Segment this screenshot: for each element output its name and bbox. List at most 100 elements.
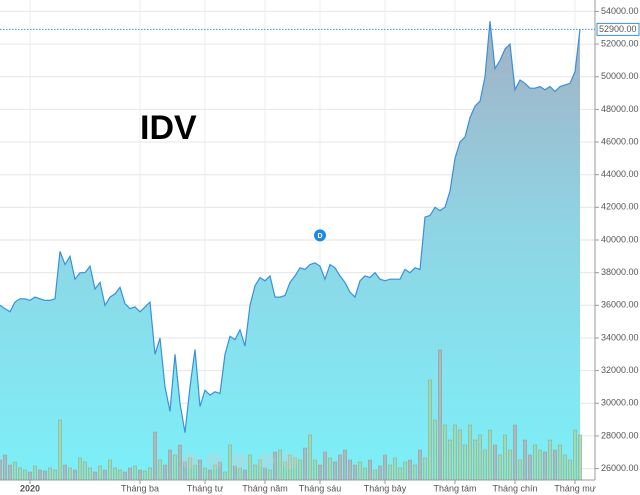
nav-buttons[interactable] xyxy=(182,453,298,469)
y-tick-label: 32000.00 xyxy=(601,365,639,375)
nav-button[interactable] xyxy=(282,453,298,469)
volume-bar xyxy=(488,429,493,481)
volume-bar xyxy=(343,449,348,481)
volume-bar xyxy=(548,439,553,481)
volume-bar xyxy=(328,457,333,481)
volume-bar xyxy=(563,454,568,481)
volume-bar xyxy=(388,464,393,481)
volume-bar xyxy=(237,467,242,481)
volume-bar xyxy=(338,454,343,481)
volume-bar xyxy=(458,429,463,481)
volume-bar xyxy=(67,467,72,481)
volume-bar xyxy=(483,449,488,481)
volume-bar xyxy=(263,467,268,481)
volume-bar xyxy=(498,454,503,481)
volume-bar xyxy=(398,467,403,481)
volume-bar xyxy=(408,459,413,481)
volume-bar xyxy=(313,459,318,481)
volume-bar xyxy=(513,424,518,481)
volume-bar xyxy=(162,464,167,481)
volume-bar xyxy=(493,444,498,481)
volume-bar xyxy=(122,471,127,481)
volume-bar xyxy=(12,461,17,481)
volume-bar xyxy=(443,424,448,481)
volume-bar xyxy=(298,459,303,481)
volume-bar xyxy=(333,461,338,481)
volume-bar xyxy=(378,465,383,481)
volume-bar xyxy=(82,461,87,481)
volume-bar xyxy=(77,457,82,481)
y-tick-label: 44000.00 xyxy=(601,169,639,179)
area xyxy=(0,21,580,480)
volume-bar xyxy=(318,464,323,481)
volume-bar xyxy=(518,459,523,481)
volume-bar xyxy=(112,467,117,481)
volume-bar xyxy=(38,469,43,481)
nav-button[interactable] xyxy=(182,453,198,469)
volume-bar xyxy=(117,469,122,481)
volume-bar xyxy=(413,464,418,481)
y-tick-label: 40000.00 xyxy=(601,234,639,244)
y-tick-label: 42000.00 xyxy=(601,202,639,212)
volume-bar xyxy=(418,449,423,481)
y-tick-label: 36000.00 xyxy=(601,300,639,310)
x-tick-label: Tháng năm xyxy=(242,483,288,493)
x-tick-label: Tháng ba xyxy=(121,483,159,493)
volume-bar xyxy=(23,469,28,481)
volume-bar xyxy=(303,447,308,481)
volume-bar xyxy=(463,444,468,481)
volume-bar xyxy=(533,444,538,481)
volume-bar xyxy=(242,469,247,481)
volume-bar xyxy=(132,465,137,481)
volume-bar xyxy=(127,467,132,481)
volume-bar xyxy=(448,439,453,481)
y-tick-label: 50000.00 xyxy=(601,71,639,81)
volume-bar xyxy=(137,469,142,481)
volume-bar xyxy=(18,467,23,481)
volume-bar xyxy=(543,451,548,481)
volume-bar xyxy=(268,469,273,481)
volume-bar xyxy=(252,464,257,481)
volume-bar xyxy=(87,467,92,481)
volume-bar xyxy=(273,451,278,481)
volume-bar xyxy=(523,439,528,481)
volume-bar xyxy=(478,434,483,481)
volume-bar xyxy=(33,465,38,481)
volume-bar xyxy=(358,461,363,481)
volume-bar xyxy=(43,470,48,481)
nav-button[interactable] xyxy=(232,453,248,469)
price-line xyxy=(0,21,581,433)
volume-bar xyxy=(323,451,328,481)
volume-bar xyxy=(28,471,33,481)
volume-bar xyxy=(0,459,2,481)
volume-bar xyxy=(468,424,473,481)
volume-bar xyxy=(63,464,68,481)
volume-bar xyxy=(558,444,563,481)
nav-button[interactable] xyxy=(206,453,222,469)
y-tick-label: 26000.00 xyxy=(601,463,639,473)
volume-bar xyxy=(373,469,378,481)
volume-bar xyxy=(393,457,398,481)
volume-bar xyxy=(503,434,508,481)
volume-bar xyxy=(172,454,177,481)
volume-bar xyxy=(92,471,97,481)
y-tick-label: 34000.00 xyxy=(601,332,639,342)
x-tick-label: 2020 xyxy=(20,483,40,493)
volume-bar xyxy=(202,467,207,481)
volume-bar xyxy=(383,454,388,481)
volume-bar xyxy=(247,454,252,481)
volume-bar xyxy=(573,429,578,481)
volume-bar xyxy=(152,431,157,481)
x-tick-label: Tháng mư xyxy=(554,483,596,493)
volume-bar xyxy=(107,459,112,481)
y-tick-label: 30000.00 xyxy=(601,398,639,408)
x-tick-label: Tháng chín xyxy=(492,483,537,493)
volume-bar xyxy=(538,449,543,481)
y-tick-label: 52000.00 xyxy=(601,38,639,48)
volume-bar xyxy=(227,444,232,481)
volume-bar xyxy=(368,459,373,481)
nav-button[interactable] xyxy=(258,453,274,469)
volume-bar xyxy=(353,464,358,481)
volume-bar xyxy=(102,469,107,481)
